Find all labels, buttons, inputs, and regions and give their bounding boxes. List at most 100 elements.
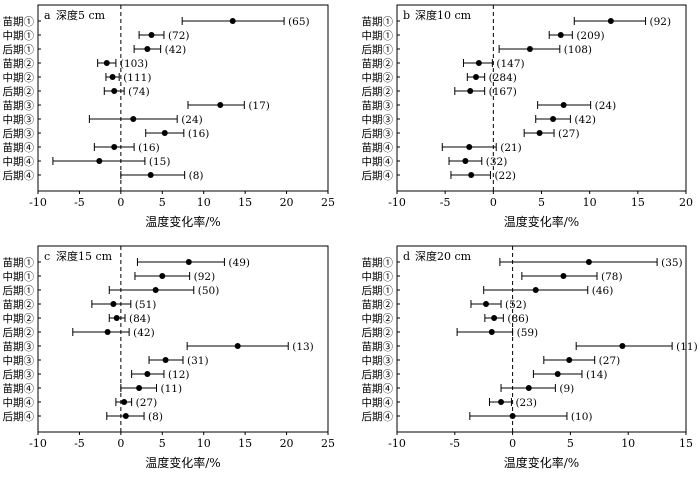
category-label: 苗期② — [3, 299, 35, 311]
sample-size-label: (32) — [486, 156, 508, 168]
category-label: 中期④ — [362, 155, 394, 168]
x-tick-label: 5 — [567, 437, 574, 450]
sample-size-label: (12) — [168, 369, 190, 381]
mean-point — [148, 32, 155, 38]
category-label: 苗期④ — [3, 142, 35, 154]
mean-point — [162, 357, 169, 363]
category-label: 苗期③ — [3, 341, 35, 353]
sample-size-label: (111) — [123, 72, 151, 84]
x-tick-label: -5 — [74, 437, 85, 450]
mean-point — [566, 357, 573, 363]
mean-point — [462, 158, 469, 164]
sample-size-label: (92) — [194, 271, 216, 283]
mean-point — [130, 116, 137, 122]
sample-size-label: (27) — [136, 397, 158, 409]
panel-c: c 深度15 cm -10 -5 0 5 10 15 20 25 温度变化率/% 苗期① (49) 中期①… — [3, 245, 335, 470]
sample-size-label: (167) — [489, 86, 517, 98]
sample-size-label: (17) — [248, 100, 270, 112]
x-tick-label: -10 — [388, 437, 406, 450]
mean-point — [607, 18, 614, 24]
sample-size-label: (52) — [505, 299, 527, 311]
mean-point — [468, 172, 475, 178]
mean-point — [234, 343, 241, 349]
sample-size-label: (42) — [574, 114, 596, 126]
panel-label: c — [44, 250, 50, 263]
mean-point — [509, 413, 516, 419]
sample-size-label: (103) — [120, 58, 148, 70]
category-label: 后期③ — [362, 128, 394, 140]
mean-point — [104, 329, 111, 335]
category-label: 苗期④ — [3, 383, 35, 395]
sample-size-label: (42) — [165, 44, 187, 56]
mean-point — [122, 413, 129, 419]
panel-title: 深度15 cm — [56, 249, 113, 263]
mean-point — [152, 287, 159, 293]
sample-size-label: (35) — [661, 257, 683, 269]
sample-size-label: (86) — [507, 313, 529, 325]
sample-size-label: (15) — [149, 156, 171, 168]
mean-point — [144, 46, 151, 52]
category-label: 后期② — [3, 327, 35, 339]
category-label: 中期① — [362, 270, 394, 283]
x-tick-label: 25 — [321, 437, 335, 450]
x-tick-label: 0 — [117, 196, 124, 209]
sample-size-label: (27) — [599, 355, 621, 367]
x-tick-label: 15 — [631, 196, 645, 209]
mean-point — [136, 385, 143, 391]
x-tick-label: -5 — [449, 437, 460, 450]
panel-title: 深度20 cm — [415, 249, 472, 263]
mean-point — [472, 74, 479, 80]
sample-size-label: (11) — [676, 341, 698, 353]
plot-frame — [396, 245, 687, 433]
category-label: 后期③ — [3, 128, 35, 140]
mean-point — [109, 74, 116, 80]
sample-size-label: (108) — [564, 44, 592, 56]
panel-label: a — [44, 9, 51, 22]
panel-title: 深度10 cm — [415, 8, 472, 22]
mean-point — [536, 130, 543, 136]
mean-point — [144, 371, 151, 377]
x-tick-label: 20 — [280, 437, 294, 450]
category-label: 后期① — [362, 285, 394, 297]
category-label: 苗期② — [3, 58, 35, 70]
mean-point — [121, 399, 128, 405]
mean-point — [217, 102, 224, 108]
sample-size-label: (46) — [592, 285, 614, 297]
mean-point — [491, 315, 498, 321]
mean-point — [159, 273, 166, 279]
x-tick-label: -10 — [29, 437, 47, 450]
plot-frame — [37, 245, 329, 433]
x-axis-label: 温度变化率/% — [504, 455, 579, 470]
category-label: 后期④ — [362, 411, 394, 423]
x-tick-label: 15 — [679, 437, 693, 450]
sample-size-label: (31) — [187, 355, 209, 367]
mean-point — [585, 259, 592, 265]
mean-point — [147, 172, 154, 178]
x-tick-label: 5 — [159, 196, 166, 209]
sample-size-label: (92) — [650, 16, 672, 28]
sample-size-label: (65) — [288, 16, 310, 28]
category-label: 中期① — [3, 29, 35, 42]
sample-size-label: (59) — [517, 327, 539, 339]
x-tick-label: 10 — [583, 196, 597, 209]
category-label: 苗期④ — [362, 142, 394, 154]
category-label: 中期④ — [362, 396, 394, 409]
sample-size-label: (147) — [496, 58, 524, 70]
mean-point — [550, 116, 557, 122]
mean-point — [483, 301, 490, 307]
x-tick-label: 0 — [490, 196, 497, 209]
sample-size-label: (14) — [586, 369, 608, 381]
x-axis-label: 温度变化率/% — [145, 214, 220, 229]
mean-point — [498, 399, 505, 405]
category-label: 后期④ — [3, 170, 35, 182]
category-label: 中期② — [3, 71, 35, 84]
plot-frame — [396, 4, 687, 192]
mean-point — [466, 144, 473, 150]
sample-size-label: (209) — [576, 30, 604, 42]
x-tick-label: 0 — [509, 437, 516, 450]
category-label: 苗期③ — [362, 100, 394, 112]
category-label: 苗期① — [3, 257, 35, 269]
mean-point — [560, 102, 567, 108]
sample-size-label: (50) — [198, 285, 220, 297]
